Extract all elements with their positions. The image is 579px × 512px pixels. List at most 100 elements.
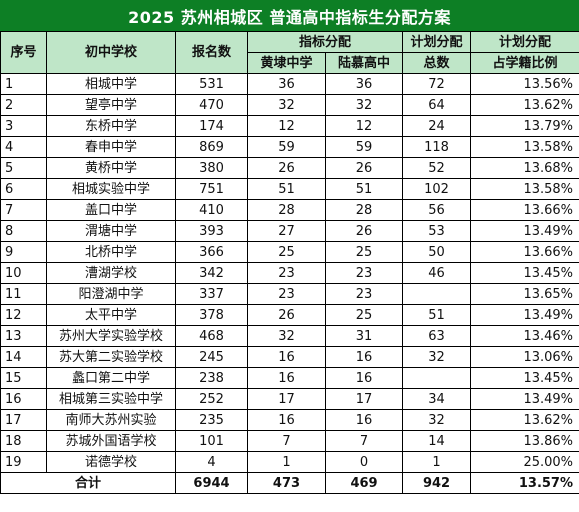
cell-seq: 2 — [0, 94, 47, 116]
cell-seq: 9 — [0, 241, 47, 263]
cell-seq: 18 — [0, 430, 47, 452]
table-row: 10 漕湖学校 342 23 23 46 13.45% — [0, 262, 579, 284]
cell-huang: 36 — [247, 73, 326, 95]
table-row: 6 相城实验中学 751 51 51 102 13.58% — [0, 178, 579, 200]
footer-label: 合计 — [0, 472, 176, 494]
cell-school: 蠡口第二中学 — [46, 367, 176, 389]
cell-lu: 17 — [324, 388, 404, 410]
cell-lu: 12 — [324, 115, 404, 137]
footer-ratio: 13.57% — [470, 472, 579, 494]
cell-total: 24 — [402, 115, 472, 137]
cell-ratio: 13.06% — [470, 346, 579, 368]
cell-school: 北桥中学 — [46, 241, 176, 263]
cell-school: 相城实验中学 — [46, 178, 176, 200]
cell-school: 漕湖学校 — [46, 262, 176, 284]
cell-school: 东桥中学 — [46, 115, 176, 137]
cell-total: 14 — [402, 430, 472, 452]
cell-ratio: 13.56% — [470, 73, 579, 95]
cell-lu: 23 — [324, 283, 404, 305]
cell-applicants: 101 — [175, 430, 248, 452]
table-row: 7 盖口中学 410 28 28 56 13.66% — [0, 199, 579, 221]
table-row: 16 相城第三实验中学 252 17 17 34 13.49% — [0, 388, 579, 410]
cell-huang: 1 — [247, 451, 326, 473]
cell-huang: 23 — [247, 262, 326, 284]
cell-applicants: 337 — [175, 283, 248, 305]
cell-ratio: 13.66% — [470, 241, 579, 263]
total-row: 合计 6944 473 469 942 13.57% — [0, 472, 579, 494]
cell-total: 64 — [402, 94, 472, 116]
cell-total: 1 — [402, 451, 472, 473]
table-row: 11 阳澄湖中学 337 23 23 13.65% — [0, 283, 579, 305]
cell-total: 50 — [402, 241, 472, 263]
table-row: 9 北桥中学 366 25 25 50 13.66% — [0, 241, 579, 263]
cell-ratio: 13.86% — [470, 430, 579, 452]
cell-huang: 51 — [247, 178, 326, 200]
cell-total: 102 — [402, 178, 472, 200]
cell-applicants: 4 — [175, 451, 248, 473]
cell-ratio: 25.00% — [470, 451, 579, 473]
cell-total: 118 — [402, 136, 472, 158]
cell-total: 63 — [402, 325, 472, 347]
cell-applicants: 235 — [175, 409, 248, 431]
cell-lu: 26 — [324, 220, 404, 242]
cell-lu: 16 — [324, 367, 404, 389]
cell-huang: 7 — [247, 430, 326, 452]
cell-school: 南师大苏州实验 — [46, 409, 176, 431]
cell-seq: 8 — [0, 220, 47, 242]
cell-huang: 16 — [247, 367, 326, 389]
cell-school: 望亭中学 — [46, 94, 176, 116]
cell-total: 52 — [402, 157, 472, 179]
cell-total: 46 — [402, 262, 472, 284]
table-row: 3 东桥中学 174 12 12 24 13.79% — [0, 115, 579, 137]
table-row: 5 黄桥中学 380 26 26 52 13.68% — [0, 157, 579, 179]
cell-applicants: 245 — [175, 346, 248, 368]
cell-total: 34 — [402, 388, 472, 410]
cell-seq: 15 — [0, 367, 47, 389]
table-row: 1 相城中学 531 36 36 72 13.56% — [0, 73, 579, 95]
cell-total: 53 — [402, 220, 472, 242]
cell-lu: 59 — [324, 136, 404, 158]
cell-school: 相城第三实验中学 — [46, 388, 176, 410]
cell-lu: 7 — [324, 430, 404, 452]
cell-ratio: 13.45% — [470, 367, 579, 389]
table-header: 序号 初中学校 报名数 指标分配 计划分配 计划分配 黄埭中学 陆慕高中 总数 … — [0, 31, 579, 74]
footer-huang: 473 — [247, 472, 326, 494]
cell-seq: 3 — [0, 115, 47, 137]
cell-school: 渭塘中学 — [46, 220, 176, 242]
cell-huang: 26 — [247, 304, 326, 326]
cell-huang: 32 — [247, 325, 326, 347]
header-total: 总数 — [402, 52, 472, 74]
cell-lu: 23 — [324, 262, 404, 284]
cell-total: 72 — [402, 73, 472, 95]
cell-ratio: 13.79% — [470, 115, 579, 137]
cell-ratio: 13.45% — [470, 262, 579, 284]
table-row: 14 苏大第二实验学校 245 16 16 32 13.06% — [0, 346, 579, 368]
table-body: 1 相城中学 531 36 36 72 13.56% 2 望亭中学 470 32 32 64 13.62%… — [0, 73, 579, 473]
cell-huang: 12 — [247, 115, 326, 137]
table-footer: 合计 6944 473 469 942 13.57% — [0, 472, 579, 494]
cell-applicants: 366 — [175, 241, 248, 263]
cell-total: 32 — [402, 346, 472, 368]
cell-applicants: 380 — [175, 157, 248, 179]
cell-school: 盖口中学 — [46, 199, 176, 221]
cell-huang: 23 — [247, 283, 326, 305]
cell-seq: 5 — [0, 157, 47, 179]
cell-lu: 26 — [324, 157, 404, 179]
cell-applicants: 174 — [175, 115, 248, 137]
table-row: 19 诺德学校 4 1 0 1 25.00% — [0, 451, 579, 473]
cell-lu: 51 — [324, 178, 404, 200]
cell-school: 阳澄湖中学 — [46, 283, 176, 305]
cell-huang: 59 — [247, 136, 326, 158]
cell-ratio: 13.46% — [470, 325, 579, 347]
cell-lu: 31 — [324, 325, 404, 347]
cell-ratio: 13.58% — [470, 136, 579, 158]
cell-lu: 36 — [324, 73, 404, 95]
cell-huang: 16 — [247, 409, 326, 431]
cell-total: 56 — [402, 199, 472, 221]
cell-lu: 25 — [324, 241, 404, 263]
cell-applicants: 869 — [175, 136, 248, 158]
cell-ratio: 13.66% — [470, 199, 579, 221]
table-title: 2025 苏州相城区 普通高中指标生分配方案 — [0, 0, 579, 31]
cell-lu: 25 — [324, 304, 404, 326]
cell-ratio: 13.65% — [470, 283, 579, 305]
